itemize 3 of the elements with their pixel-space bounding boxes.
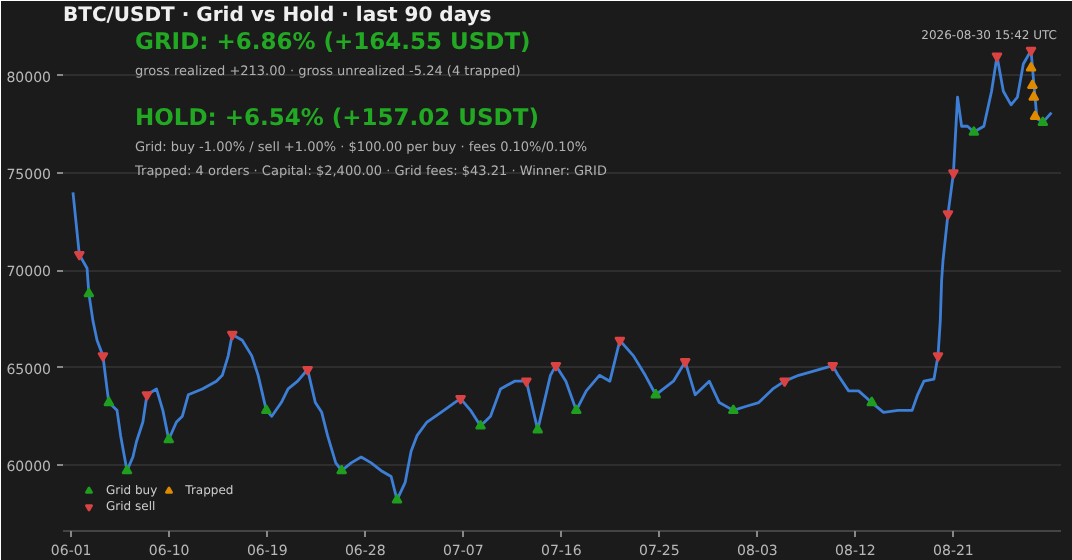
annotation: GRID: +6.86% (+164.55 USDT) (135, 27, 531, 55)
chart-title: BTC/USDT · Grid vs Hold · last 90 days (63, 5, 492, 27)
annotation: HOLD: +6.54% (+157.02 USDT) (135, 103, 539, 131)
